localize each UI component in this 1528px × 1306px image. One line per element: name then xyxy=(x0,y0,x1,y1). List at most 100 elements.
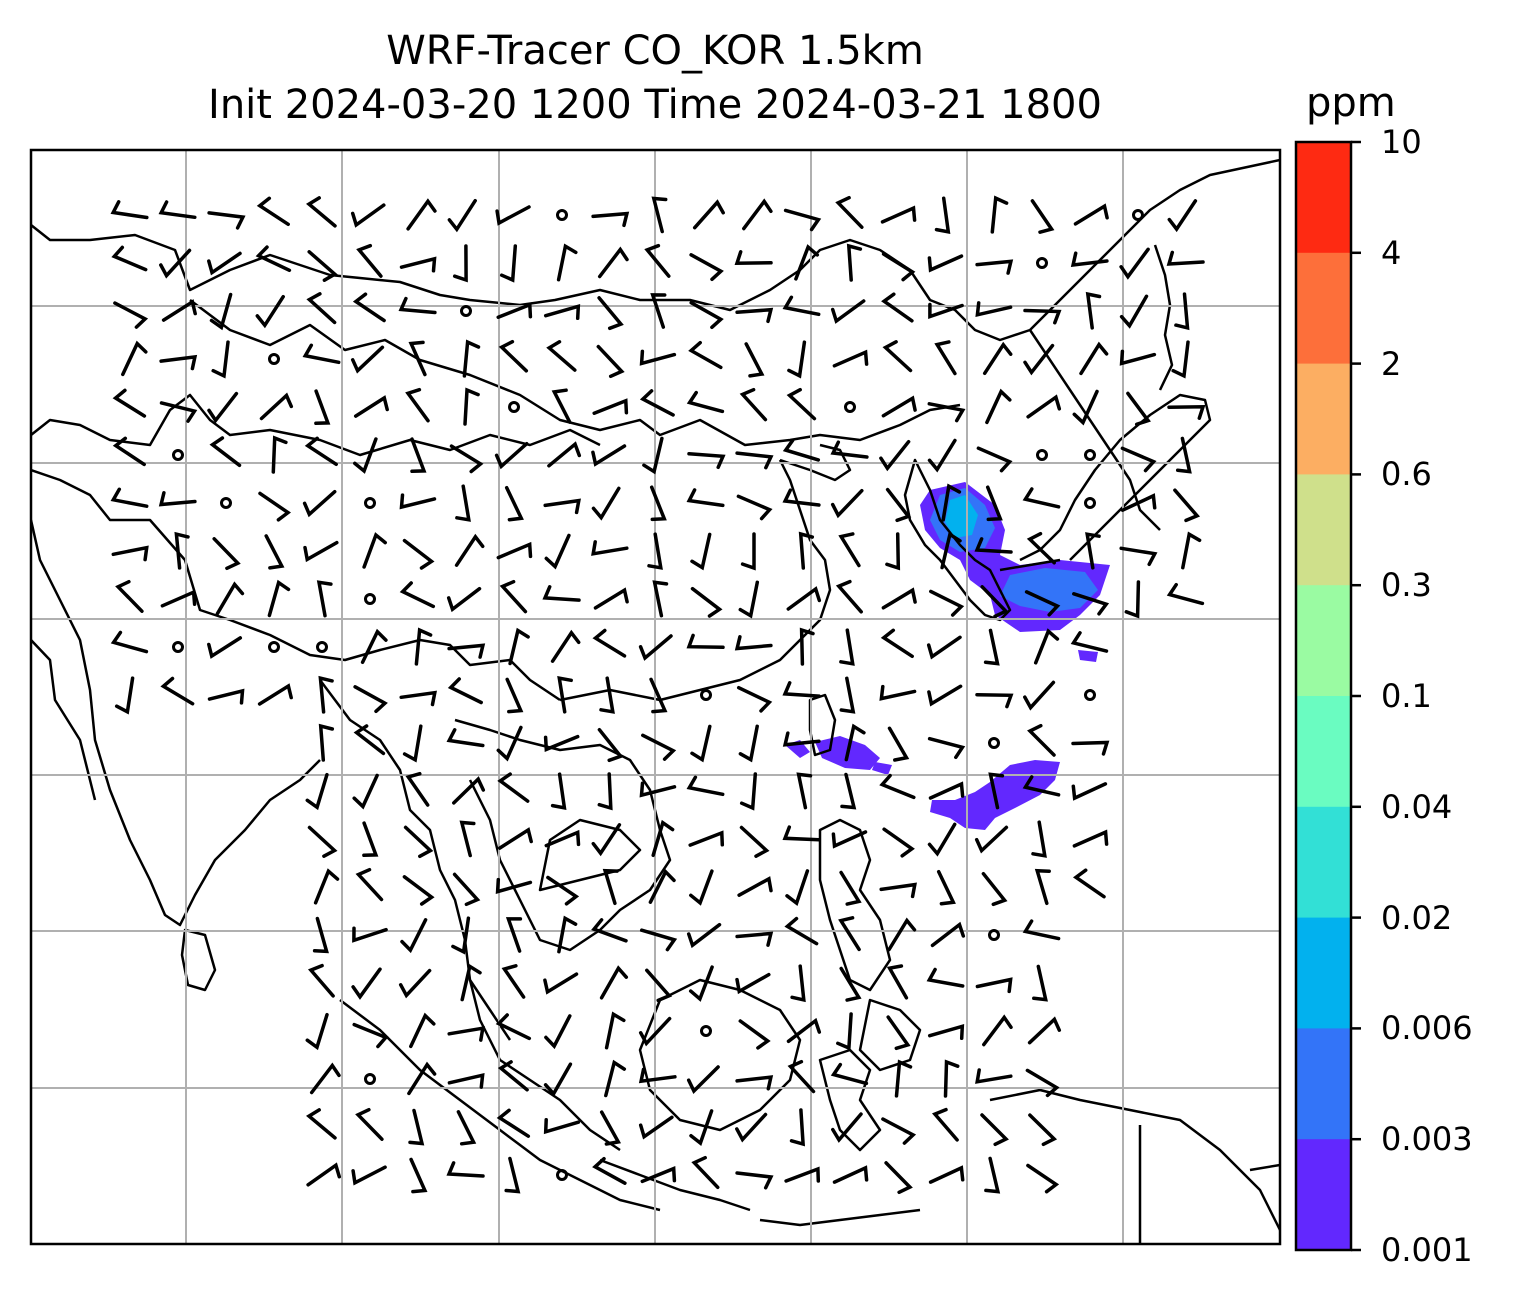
wind-barb xyxy=(887,917,917,952)
wind-barb xyxy=(799,627,815,666)
wind-barb xyxy=(736,685,773,713)
wind-barb xyxy=(686,488,725,508)
wind-barb xyxy=(832,1165,869,1184)
wind-barb xyxy=(735,1112,768,1143)
wind-barb xyxy=(159,354,198,371)
wind-barb xyxy=(302,489,337,518)
wind-barb-calm xyxy=(988,929,1000,941)
wind-barb xyxy=(941,483,962,522)
wind-barb xyxy=(644,243,671,278)
wind-barb xyxy=(927,684,963,707)
wind-barb xyxy=(211,340,230,379)
wind-barb xyxy=(305,1012,329,1051)
wind-barb xyxy=(975,259,1014,275)
wind-barb xyxy=(927,254,964,273)
wind-barb xyxy=(592,398,629,415)
wind-barb xyxy=(207,391,239,424)
wind-barb xyxy=(839,870,862,906)
wind-barb xyxy=(975,692,1014,709)
coastline-segment xyxy=(638,978,802,1132)
wind-barb xyxy=(782,731,821,747)
wind-barb xyxy=(447,677,483,705)
wind-barb xyxy=(835,195,864,229)
wind-barb xyxy=(926,635,962,660)
wind-barb xyxy=(544,1014,572,1050)
colorbar-tick-label: 0.003 xyxy=(1381,1120,1473,1159)
wind-barb xyxy=(737,876,773,897)
wind-barb xyxy=(688,965,714,1002)
wind-barb xyxy=(353,395,389,418)
wind-barb xyxy=(692,199,725,230)
wind-barb xyxy=(650,293,667,329)
wind-barb xyxy=(302,343,341,365)
wind-barb xyxy=(1072,868,1106,899)
coastline-segment xyxy=(818,1048,882,1152)
wind-barb xyxy=(830,299,866,324)
wind-barb xyxy=(497,1060,529,1092)
wind-barb xyxy=(352,926,388,943)
wind-barb xyxy=(1025,1068,1060,1098)
wind-barb xyxy=(688,340,723,370)
wind-barb xyxy=(927,1023,965,1041)
wind-barb xyxy=(798,531,815,570)
wind-barb xyxy=(111,545,149,562)
wind-barb xyxy=(496,302,533,319)
wind-barb xyxy=(350,203,386,228)
wind-barb xyxy=(974,537,1013,554)
wind-barb xyxy=(597,246,629,279)
wind-barb xyxy=(686,775,725,797)
wind-barb-calm xyxy=(172,449,184,461)
map-frame xyxy=(29,148,1282,1246)
wind-barb-calm xyxy=(268,641,280,653)
wind-barb xyxy=(255,294,285,329)
wind-barb xyxy=(496,725,523,762)
wind-barb xyxy=(782,825,821,842)
wind-barb-calm xyxy=(1084,689,1096,701)
wind-barb xyxy=(784,1166,821,1183)
wind-barb xyxy=(362,532,387,569)
wind-barb xyxy=(881,395,917,418)
wind-barb xyxy=(1070,631,1109,653)
wind-barb xyxy=(602,868,619,906)
wind-barb xyxy=(215,581,245,616)
wind-barb xyxy=(885,487,912,523)
wind-barb xyxy=(927,438,957,473)
wind-barb xyxy=(596,344,625,379)
wind-barb xyxy=(352,773,379,810)
wind-barb xyxy=(744,342,765,378)
wind-barb xyxy=(1027,723,1056,757)
wind-barb xyxy=(557,915,578,954)
coastline-segment xyxy=(468,979,621,1152)
wind-barb xyxy=(557,676,573,714)
wind-barb xyxy=(303,540,339,563)
wind-barb xyxy=(651,819,675,858)
wind-barb xyxy=(399,256,437,273)
wind-barb xyxy=(452,244,468,283)
coastline-segment xyxy=(559,459,832,702)
wind-barb xyxy=(452,872,481,907)
wind-barb xyxy=(1171,340,1190,379)
wind-barb-calm xyxy=(172,641,184,653)
wind-barb xyxy=(686,1065,720,1094)
wind-barb xyxy=(975,977,1013,994)
colorbar xyxy=(1294,140,1361,1252)
colorbar-tick-label: 10 xyxy=(1381,123,1422,161)
wind-barb xyxy=(494,441,529,470)
wind-barb xyxy=(975,1068,1013,1084)
wind-barb xyxy=(355,867,384,902)
wind-barb xyxy=(738,580,760,619)
wind-barb xyxy=(408,1108,425,1146)
wind-barb xyxy=(112,436,146,467)
wind-barb xyxy=(597,727,624,763)
wind-barb xyxy=(604,1059,627,1098)
wind-barb xyxy=(543,972,579,995)
wind-barb xyxy=(499,244,518,283)
wind-barb xyxy=(447,198,477,233)
wind-barb xyxy=(460,963,482,1002)
wind-barb xyxy=(738,724,759,763)
wind-barb xyxy=(690,532,712,571)
wind-barb xyxy=(403,825,434,859)
wind-barb xyxy=(639,349,677,366)
coastline-segment xyxy=(1028,329,1161,531)
